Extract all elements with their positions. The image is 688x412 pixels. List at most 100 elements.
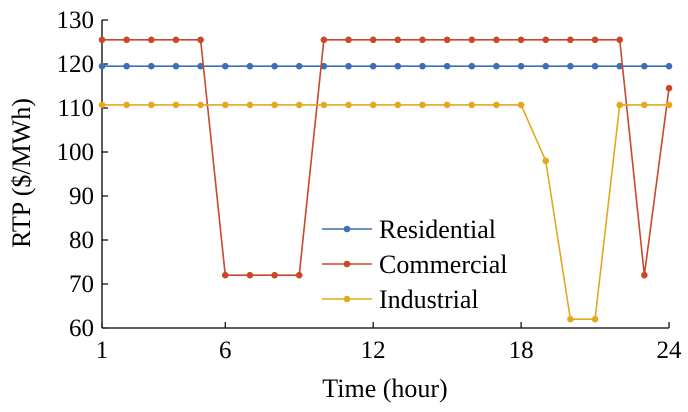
data-point-residential bbox=[345, 62, 352, 70]
data-point-commercial bbox=[320, 36, 328, 44]
data-point-commercial bbox=[468, 36, 476, 44]
legend-label: Residential bbox=[379, 215, 496, 244]
data-point-residential bbox=[271, 62, 278, 70]
data-point-residential bbox=[517, 62, 525, 70]
y-tick-label: 100 bbox=[57, 139, 95, 166]
series-industrial bbox=[98, 101, 673, 323]
data-point-industrial bbox=[665, 101, 673, 109]
data-point-commercial bbox=[419, 36, 426, 44]
x-tick-label: 18 bbox=[509, 337, 534, 364]
data-point-residential bbox=[665, 62, 673, 70]
data-point-industrial bbox=[641, 101, 648, 109]
series-commercial bbox=[98, 36, 673, 279]
data-point-residential bbox=[641, 62, 648, 70]
data-point-industrial bbox=[345, 101, 352, 109]
legend-swatch-marker bbox=[343, 295, 351, 303]
data-point-residential bbox=[320, 62, 328, 70]
data-point-industrial bbox=[295, 101, 303, 109]
data-point-industrial bbox=[320, 101, 328, 109]
data-point-industrial bbox=[369, 101, 377, 109]
y-tick-label: 70 bbox=[69, 271, 94, 298]
y-axis-ticks: 60 70 80 90 100 110 120 130 bbox=[57, 7, 108, 342]
data-point-commercial bbox=[369, 36, 377, 44]
data-point-industrial bbox=[468, 101, 476, 109]
data-point-commercial bbox=[345, 36, 352, 44]
data-point-commercial bbox=[148, 36, 155, 44]
data-point-industrial bbox=[197, 101, 204, 109]
data-point-residential bbox=[394, 62, 402, 70]
legend-label: Commercial bbox=[379, 250, 508, 279]
data-point-commercial bbox=[295, 271, 303, 279]
series-line-commercial bbox=[102, 38, 670, 277]
data-point-commercial bbox=[271, 271, 278, 279]
data-point-residential bbox=[591, 62, 599, 70]
data-point-industrial bbox=[493, 101, 500, 109]
x-tick-label: 12 bbox=[361, 337, 386, 364]
x-axis-title: Time (hour) bbox=[322, 374, 447, 403]
legend-item-industrial: Industrial bbox=[322, 285, 479, 314]
y-tick-label: 110 bbox=[57, 95, 94, 122]
data-point-residential bbox=[616, 62, 623, 70]
data-point-residential bbox=[468, 62, 476, 70]
x-tick-label: 1 bbox=[96, 337, 109, 364]
y-tick-label: 120 bbox=[57, 51, 95, 78]
data-point-industrial bbox=[221, 101, 229, 109]
data-point-industrial bbox=[246, 101, 254, 109]
data-point-industrial bbox=[517, 101, 525, 109]
data-point-industrial bbox=[98, 101, 106, 109]
data-point-residential bbox=[246, 62, 254, 70]
y-tick-label: 130 bbox=[57, 7, 95, 34]
data-point-commercial bbox=[567, 36, 574, 44]
data-point-commercial bbox=[221, 271, 229, 279]
legend-item-commercial: Commercial bbox=[322, 250, 508, 279]
data-point-industrial bbox=[123, 101, 130, 109]
data-point-industrial bbox=[443, 101, 451, 109]
data-point-commercial bbox=[517, 36, 525, 44]
data-point-residential bbox=[123, 62, 130, 70]
data-point-industrial bbox=[271, 101, 278, 109]
legend-item-residential: Residential bbox=[322, 215, 496, 244]
data-point-commercial bbox=[172, 36, 180, 44]
data-point-industrial bbox=[616, 101, 623, 109]
data-point-residential bbox=[419, 62, 426, 70]
series-residential bbox=[98, 62, 673, 70]
data-point-residential bbox=[197, 62, 204, 70]
data-point-residential bbox=[542, 62, 550, 70]
legend-swatch-marker bbox=[343, 225, 351, 233]
data-point-industrial bbox=[591, 315, 599, 323]
data-point-commercial bbox=[123, 36, 130, 44]
y-axis-title: RTP ($/MWh) bbox=[7, 98, 36, 248]
y-tick-label: 90 bbox=[69, 183, 94, 210]
x-tick-label: 6 bbox=[219, 337, 232, 364]
data-point-residential bbox=[148, 62, 155, 70]
data-point-residential bbox=[443, 62, 451, 70]
data-point-residential bbox=[295, 62, 303, 70]
legend-label: Industrial bbox=[379, 285, 479, 314]
legend: Residential Commercial Industrial bbox=[322, 215, 508, 314]
series-lines bbox=[98, 36, 673, 323]
data-point-commercial bbox=[443, 36, 451, 44]
data-point-residential bbox=[221, 62, 229, 70]
data-point-industrial bbox=[567, 315, 574, 323]
data-point-commercial bbox=[641, 271, 648, 279]
plot-axes bbox=[101, 20, 669, 329]
data-point-commercial bbox=[616, 36, 623, 44]
data-point-commercial bbox=[197, 36, 204, 44]
data-point-residential bbox=[493, 62, 500, 70]
data-point-commercial bbox=[394, 36, 402, 44]
x-axis-ticks: 1 6 12 18 24 bbox=[96, 322, 682, 364]
data-point-residential bbox=[369, 62, 377, 70]
data-point-commercial bbox=[665, 84, 673, 92]
data-point-residential bbox=[172, 62, 180, 70]
data-point-commercial bbox=[542, 36, 550, 44]
y-tick-label: 60 bbox=[69, 315, 94, 342]
data-point-commercial bbox=[98, 36, 106, 44]
x-tick-label: 24 bbox=[657, 337, 683, 364]
data-point-commercial bbox=[493, 36, 500, 44]
data-point-commercial bbox=[591, 36, 599, 44]
data-point-industrial bbox=[394, 101, 402, 109]
data-point-industrial bbox=[172, 101, 180, 109]
series-line-industrial bbox=[102, 104, 669, 321]
legend-swatch-marker bbox=[343, 260, 351, 268]
